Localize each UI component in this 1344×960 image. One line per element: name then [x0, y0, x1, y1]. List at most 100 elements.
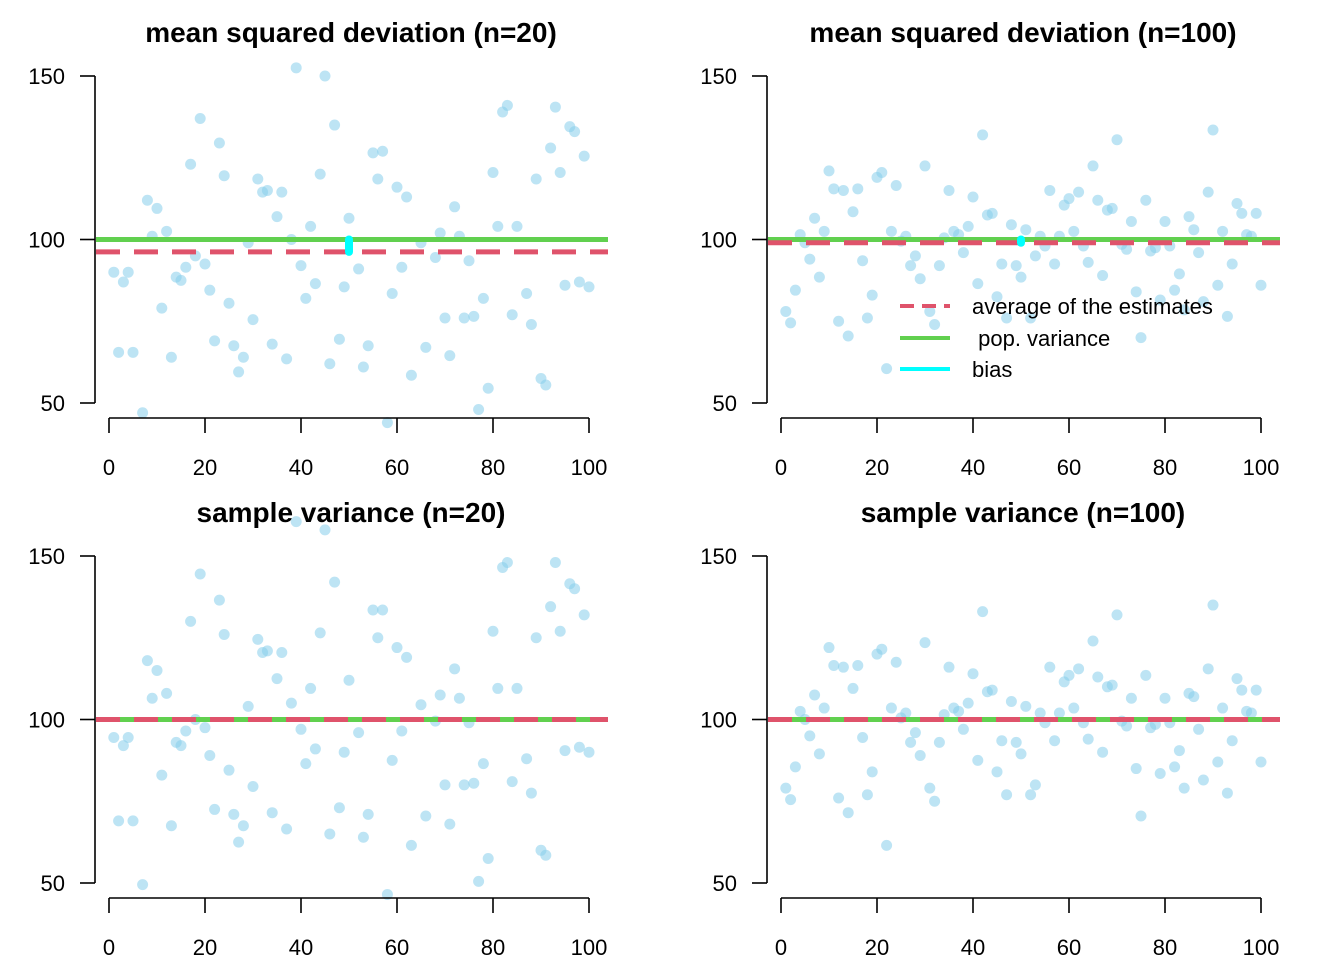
y-tick-label: 150 [700, 544, 737, 569]
data-point [1082, 256, 1094, 268]
data-point [113, 346, 125, 358]
data-point [1087, 160, 1099, 172]
data-point [1193, 247, 1205, 259]
y-tick-label: 150 [700, 64, 737, 89]
x-tick-label: 40 [289, 935, 313, 960]
data-point [1087, 635, 1099, 647]
data-point [996, 735, 1008, 747]
data-point [511, 682, 523, 694]
data-point [362, 808, 374, 820]
panel-4: sample variance (n=100) 50 100 150 0 20 40 60 80… [700, 497, 1280, 960]
data-point [492, 220, 504, 232]
data-point [180, 725, 192, 737]
data-point [569, 126, 581, 138]
data-point [809, 212, 821, 224]
data-point [175, 740, 187, 752]
data-point [487, 625, 499, 637]
data-point [439, 779, 451, 791]
data-point [977, 129, 989, 141]
data-point [818, 702, 830, 714]
data-point [213, 137, 225, 149]
data-point [833, 315, 845, 327]
panel-title: mean squared deviation (n=20) [145, 17, 557, 48]
data-point [549, 101, 561, 113]
x-tick-label: 100 [1243, 455, 1280, 480]
data-point [1159, 692, 1171, 704]
data-point [122, 731, 134, 743]
data-point [127, 815, 139, 827]
data-point [833, 792, 845, 804]
data-point [343, 212, 355, 224]
data-point [1226, 735, 1238, 747]
data-point [804, 730, 816, 742]
data-point [511, 220, 523, 232]
data-point [482, 852, 494, 864]
data-point [530, 632, 542, 644]
data-point [300, 758, 312, 770]
data-point [813, 748, 825, 760]
data-point [857, 255, 869, 267]
data-point [1154, 294, 1166, 306]
data-point [890, 656, 902, 668]
data-point [117, 740, 129, 752]
x-tick-label: 0 [103, 455, 115, 480]
data-point [1169, 284, 1181, 296]
data-point [252, 633, 264, 645]
data-point [1173, 268, 1185, 280]
data-point [449, 663, 461, 675]
data-point [151, 664, 163, 676]
data-point [1207, 124, 1219, 136]
data-point [881, 839, 893, 851]
data-point [338, 281, 350, 293]
data-point [1020, 224, 1032, 236]
data-point [1250, 684, 1262, 696]
data-point [876, 643, 888, 655]
data-point [338, 746, 350, 758]
data-point [141, 655, 153, 667]
data-point [468, 777, 480, 789]
data-point [962, 697, 974, 709]
data-point [113, 815, 125, 827]
data-point [137, 879, 149, 891]
data-point [218, 628, 230, 640]
data-point [857, 731, 869, 743]
data-point [1010, 260, 1022, 272]
data-point [492, 682, 504, 694]
x-tick-label: 60 [385, 455, 409, 480]
data-point [122, 266, 134, 278]
data-point [837, 184, 849, 196]
data-point [861, 789, 873, 801]
data-point [1207, 599, 1219, 611]
x-tick-label: 60 [1057, 455, 1081, 480]
x-tick-label: 80 [481, 935, 505, 960]
data-point [1250, 207, 1262, 219]
points-group [780, 124, 1267, 375]
data-point [276, 646, 288, 658]
data-point [929, 319, 941, 331]
data-point [1121, 720, 1133, 732]
data-point [861, 312, 873, 324]
data-point [554, 625, 566, 637]
data-point [521, 753, 533, 765]
data-point [429, 251, 441, 263]
data-point [1169, 761, 1181, 773]
panel-1: mean squared deviation (n=20) 50 100 150 0 20… [28, 17, 608, 480]
data-point [420, 341, 432, 353]
data-point [372, 173, 384, 185]
y-tick-label: 50 [713, 391, 737, 416]
data-point [780, 782, 792, 794]
data-point [463, 255, 475, 267]
data-point [804, 253, 816, 265]
data-point [381, 417, 393, 429]
data-point [1217, 225, 1229, 237]
data-point [521, 287, 533, 299]
data-point [1135, 332, 1147, 344]
data-point [386, 287, 398, 299]
data-point [1236, 684, 1248, 696]
data-point [1049, 258, 1061, 270]
x-tick-label: 40 [961, 455, 985, 480]
data-point [1212, 756, 1224, 768]
data-point [185, 158, 197, 170]
data-point [151, 202, 163, 214]
data-point [1202, 186, 1214, 198]
